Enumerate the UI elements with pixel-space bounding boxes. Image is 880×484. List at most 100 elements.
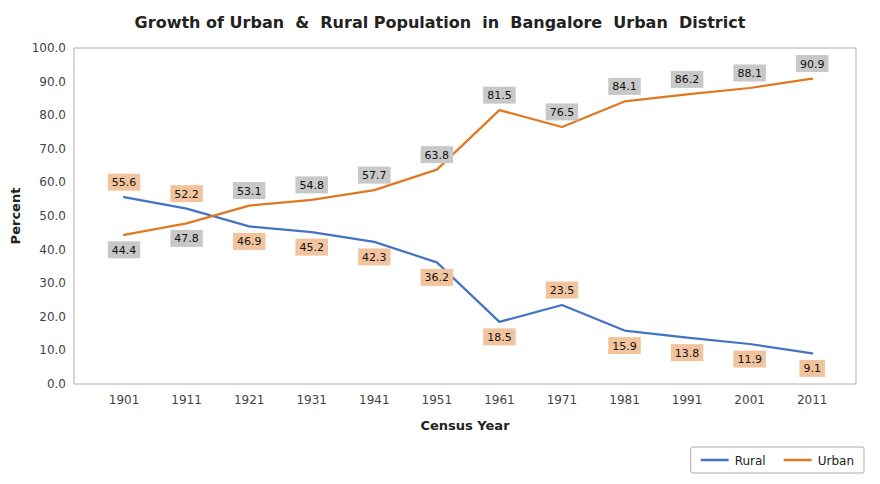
x-axis-label: Census Year (420, 418, 510, 433)
data-label-text: 86.2 (675, 73, 700, 86)
legend-items: Rural Urban (701, 454, 854, 468)
x-tick-label: 1931 (296, 393, 327, 407)
data-label: 15.9 (608, 337, 641, 354)
data-label-box (733, 64, 766, 81)
data-label: 46.9 (233, 233, 266, 250)
data-label-box (108, 174, 141, 191)
data-label-text: 9.1 (803, 362, 821, 375)
data-label-text: 53.1 (237, 185, 262, 198)
data-label: 84.1 (608, 78, 641, 95)
y-tick-label: 80.0 (39, 108, 66, 122)
data-label-text: 55.6 (112, 176, 137, 189)
data-label-text: 42.3 (362, 251, 387, 264)
data-label-box (671, 71, 704, 88)
data-label: 42.3 (358, 248, 391, 265)
x-tick-label: 1991 (672, 393, 703, 407)
data-label-text: 13.8 (675, 347, 700, 360)
data-label: 23.5 (546, 282, 579, 299)
chart-container: Growth of Urban & Rural Population in Ba… (0, 0, 880, 484)
legend-swatch (701, 459, 729, 462)
x-tick-label: 1951 (422, 393, 453, 407)
data-label-box (608, 78, 641, 95)
data-label: 88.1 (733, 64, 766, 81)
y-tick-label: 10.0 (39, 343, 66, 357)
data-label-box (295, 176, 328, 193)
legend-box (691, 447, 864, 473)
data-label-box (608, 337, 641, 354)
data-label: 47.8 (170, 230, 203, 247)
legend-label: Rural (735, 454, 766, 468)
x-tick-label: 2011 (797, 393, 828, 407)
legend-swatch (784, 459, 812, 462)
y-tick-label: 70.0 (39, 142, 66, 156)
data-label-text: 52.2 (174, 188, 199, 201)
data-label-text: 54.8 (299, 179, 324, 192)
data-label-text: 46.9 (237, 235, 262, 248)
legend-item: Rural (701, 454, 766, 468)
x-tick-label: 1921 (234, 393, 265, 407)
data-label-box (233, 182, 266, 199)
y-tick-label: 50.0 (39, 209, 66, 223)
data-label-box (170, 185, 203, 202)
y-tick-label: 0.0 (47, 377, 66, 391)
data-label: 81.5 (483, 87, 516, 104)
data-label: 45.2 (295, 239, 328, 256)
data-label: 13.8 (671, 344, 704, 361)
legend-item: Urban (784, 454, 854, 468)
title: Growth of Urban & Rural Population in Ba… (135, 13, 746, 32)
data-label: 53.1 (233, 182, 266, 199)
data-label-box (796, 55, 829, 72)
data-label-text: 45.2 (299, 241, 324, 254)
legend-label: Urban (818, 454, 854, 468)
data-label: 11.9 (733, 351, 766, 368)
data-label-box (546, 282, 579, 299)
data-label: 76.5 (546, 103, 579, 120)
data-label-text: 36.2 (425, 271, 450, 284)
plot-frame (74, 48, 856, 384)
y-tick-label: 20.0 (39, 310, 66, 324)
x-tick-label: 1941 (359, 393, 390, 407)
y-tick-label: 30.0 (39, 276, 66, 290)
data-label-box (421, 269, 454, 286)
data-label: 55.6 (108, 174, 141, 191)
data-label-box (233, 233, 266, 250)
data-label-box (170, 230, 203, 247)
y-axis-label: Percent (8, 188, 23, 245)
data-label-box (421, 146, 454, 163)
data-label: 18.5 (483, 328, 516, 345)
data-label: 52.2 (170, 185, 203, 202)
data-labels: 55.6 52.2 46.9 45.2 42.3 36.2 18.5 23.5 15.9 13.8… (108, 55, 829, 377)
data-label-box (483, 87, 516, 104)
data-label-text: 18.5 (487, 331, 512, 344)
data-label-text: 23.5 (550, 284, 575, 297)
data-label-text: 57.7 (362, 169, 387, 182)
data-label-text: 63.8 (425, 149, 450, 162)
data-label: 63.8 (421, 146, 454, 163)
data-label-box (295, 239, 328, 256)
data-label-text: 90.9 (800, 58, 825, 71)
y-tick-label: 60.0 (39, 175, 66, 189)
data-label-box (799, 360, 825, 377)
data-label: 86.2 (671, 71, 704, 88)
data-label-text: 76.5 (550, 106, 575, 119)
data-label-text: 11.9 (737, 353, 762, 366)
x-tick-label: 2001 (734, 393, 765, 407)
x-tick-label: 1961 (484, 393, 515, 407)
data-label-box (733, 351, 766, 368)
y-tick-label: 90.0 (39, 75, 66, 89)
x-tick-label: 1901 (109, 393, 140, 407)
data-label-box (108, 241, 141, 258)
data-label: 44.4 (108, 241, 141, 258)
x-tick-label: 1981 (609, 393, 640, 407)
data-label-box (358, 248, 391, 265)
data-label-text: 15.9 (612, 340, 637, 353)
data-label-box (671, 344, 704, 361)
chart-svg: Growth of Urban & Rural Population in Ba… (0, 0, 880, 484)
y-tick-label: 100.0 (32, 41, 66, 55)
x-tick-label: 1971 (547, 393, 578, 407)
data-label: 90.9 (796, 55, 829, 72)
series-line (124, 79, 812, 235)
y-tick-label: 40.0 (39, 243, 66, 257)
data-label-box (546, 103, 579, 120)
data-label-box (358, 167, 391, 184)
